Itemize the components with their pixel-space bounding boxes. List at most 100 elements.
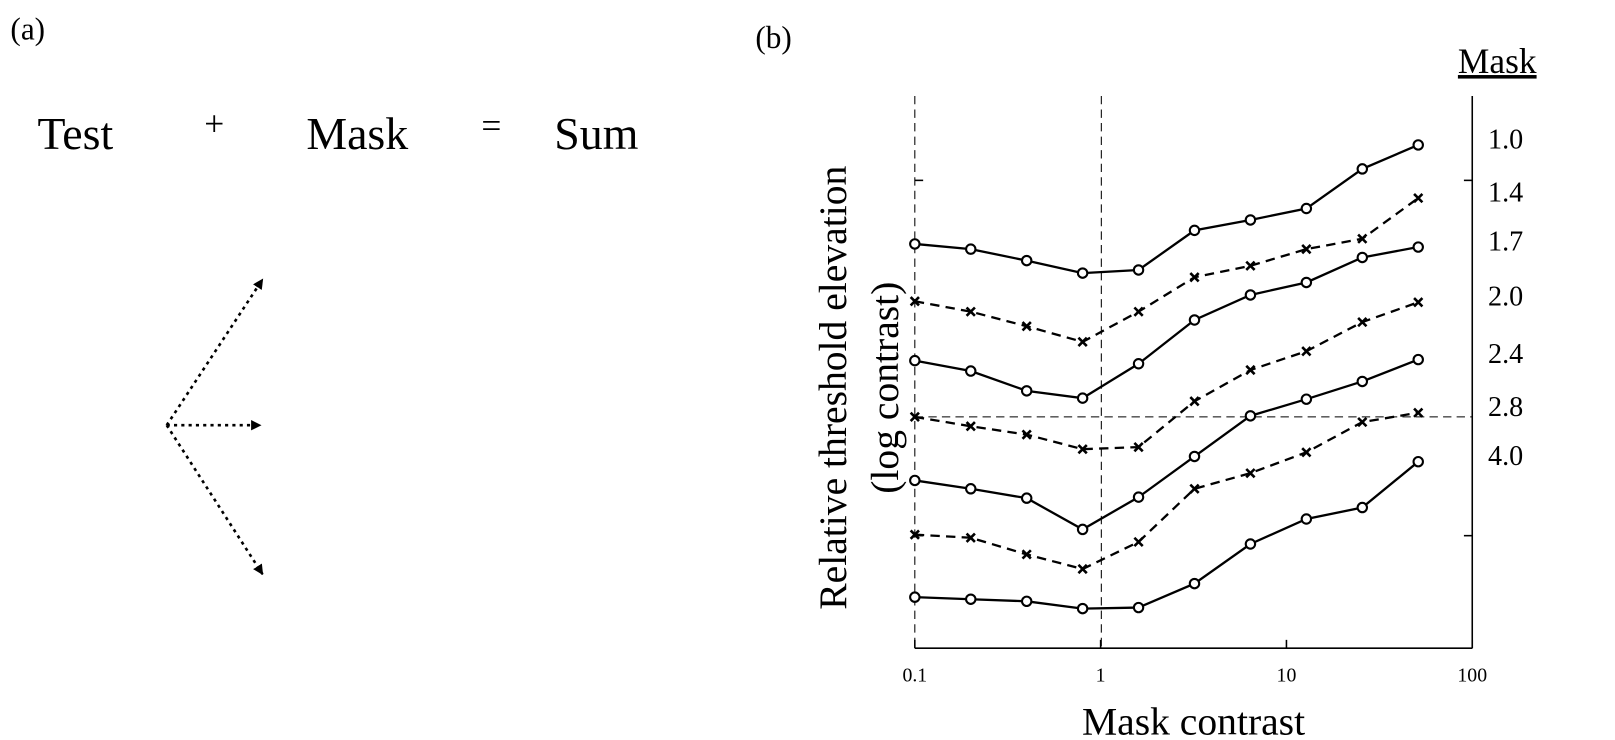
point: [909, 354, 921, 367]
arrow: [165, 424, 264, 576]
series-line: [914, 197, 1419, 344]
point: [1189, 272, 1200, 283]
point: [1412, 139, 1424, 151]
x-tick-label: 10: [1277, 665, 1297, 687]
point: [965, 532, 976, 543]
point: [1189, 396, 1200, 407]
legend-label: 4.0: [1488, 441, 1523, 472]
point: [909, 474, 921, 487]
point: [1188, 314, 1201, 326]
legend-label: 2.4: [1488, 339, 1523, 370]
point: [909, 411, 920, 422]
x-tick-label: 0.1: [902, 665, 927, 687]
point: [1244, 538, 1257, 550]
point: [965, 421, 976, 432]
x-tick-label: 1: [1096, 665, 1106, 687]
point: [1357, 233, 1368, 244]
series-line: [914, 411, 1419, 571]
point: [1357, 316, 1368, 328]
point: [1300, 513, 1313, 525]
series-line: [914, 245, 1419, 400]
point: [1021, 549, 1032, 560]
legend-label: 2.0: [1488, 282, 1523, 313]
point: [1188, 577, 1201, 590]
point: [1076, 602, 1089, 615]
equation-term: Test: [38, 108, 114, 159]
point: [1132, 264, 1145, 276]
equation-operator: +: [204, 104, 224, 144]
point: [1132, 358, 1145, 370]
point: [909, 238, 921, 250]
legend-title: Mask: [1458, 41, 1537, 81]
point: [1020, 385, 1033, 397]
point: [965, 306, 976, 317]
point: [1357, 417, 1368, 428]
y-axis-label: (log contrast): [863, 282, 907, 494]
point: [909, 529, 920, 540]
chart: 0.1 1 10 100 Mask contrast Relative threshold…: [811, 41, 1537, 740]
x-axis-label: Mask contrast: [1082, 700, 1305, 740]
point: [1245, 468, 1256, 479]
point: [1132, 601, 1145, 614]
point: [1076, 523, 1089, 536]
point: [1412, 241, 1424, 253]
point: [1189, 483, 1200, 494]
point: [1021, 429, 1032, 440]
point: [1132, 491, 1145, 503]
legend-label: 1.7: [1488, 226, 1523, 257]
point: [1413, 192, 1424, 204]
point: [1020, 595, 1033, 608]
point: [1077, 444, 1088, 455]
panel-label: (a): [10, 12, 45, 47]
point: [965, 243, 977, 255]
point: [1245, 364, 1256, 376]
point: [965, 593, 977, 605]
point: [909, 591, 921, 603]
point: [1356, 375, 1369, 388]
point: [965, 483, 977, 495]
vector-arrows: [165, 278, 264, 576]
point: [1412, 455, 1424, 468]
point: [1356, 501, 1369, 514]
panel-label: (b): [755, 20, 791, 55]
equation-term: Sum: [554, 108, 638, 159]
point: [1413, 407, 1424, 418]
point: [1076, 392, 1089, 404]
point: [1300, 393, 1313, 405]
point: [1133, 442, 1144, 453]
point: [1356, 163, 1369, 175]
x-tick-label: 100: [1457, 665, 1487, 687]
point: [1301, 244, 1312, 255]
legend-label: 1.0: [1488, 124, 1523, 155]
point: [1356, 251, 1369, 264]
legend-label: 1.4: [1488, 177, 1523, 208]
point: [1245, 260, 1256, 271]
point: [1020, 254, 1033, 267]
series-line: [914, 301, 1419, 451]
point: [1413, 297, 1424, 308]
point: [1077, 563, 1088, 575]
point: [1076, 267, 1089, 279]
point: [1244, 289, 1257, 301]
point: [1188, 224, 1201, 237]
point: [965, 365, 977, 377]
point: [909, 296, 920, 307]
point: [1021, 321, 1032, 332]
point: [1301, 346, 1312, 357]
point: [1244, 410, 1257, 422]
y-axis-label: Relative threshold elevation: [811, 166, 855, 610]
point: [1244, 214, 1257, 226]
legend-label: 2.8: [1488, 392, 1523, 423]
point: [1301, 447, 1312, 458]
point: [1133, 536, 1144, 548]
series-line: [914, 460, 1419, 610]
point: [1412, 353, 1424, 366]
point: [1188, 450, 1201, 463]
series-line: [914, 143, 1419, 275]
point: [1077, 336, 1088, 347]
point: [1300, 276, 1313, 289]
equation-term: Mask: [306, 108, 408, 159]
point: [1020, 492, 1033, 504]
point: [1300, 202, 1313, 215]
